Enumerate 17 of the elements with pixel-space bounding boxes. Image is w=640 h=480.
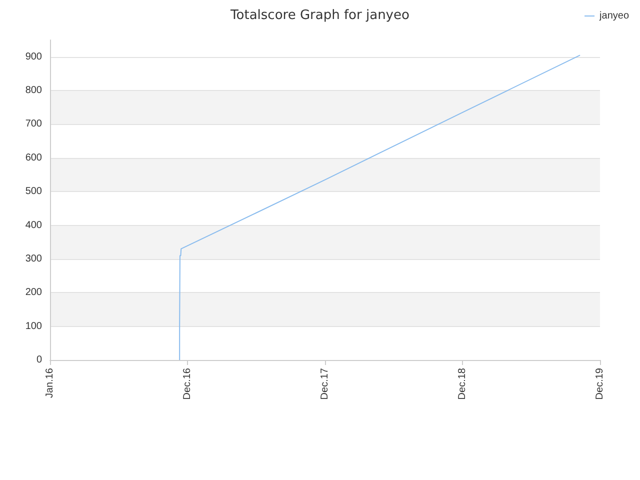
y-tick-label: 500: [25, 186, 42, 198]
y-tick-label: 800: [25, 85, 42, 96]
y-tick-label: 600: [25, 152, 42, 164]
y-tick-label: 100: [25, 320, 42, 332]
y-tick-label: 400: [25, 220, 42, 231]
y-tick-label: 200: [25, 287, 42, 298]
y-tick-label: 900: [25, 51, 42, 62]
chart-title: Totalscore Graph for janyeo: [230, 8, 410, 23]
legend-label: janyeo: [598, 10, 630, 22]
x-tick-label: Dec.17: [320, 368, 330, 400]
y-tick-label: 700: [25, 118, 42, 130]
y-tick-label: 300: [25, 253, 42, 264]
x-tick-label: Dec.18: [457, 368, 468, 400]
x-tick-label: Jan.16: [44, 368, 56, 398]
y-tick-label: 0: [36, 354, 42, 366]
x-tick-label: Dec.16: [182, 368, 193, 400]
x-tick-label: Dec.19: [594, 368, 606, 400]
